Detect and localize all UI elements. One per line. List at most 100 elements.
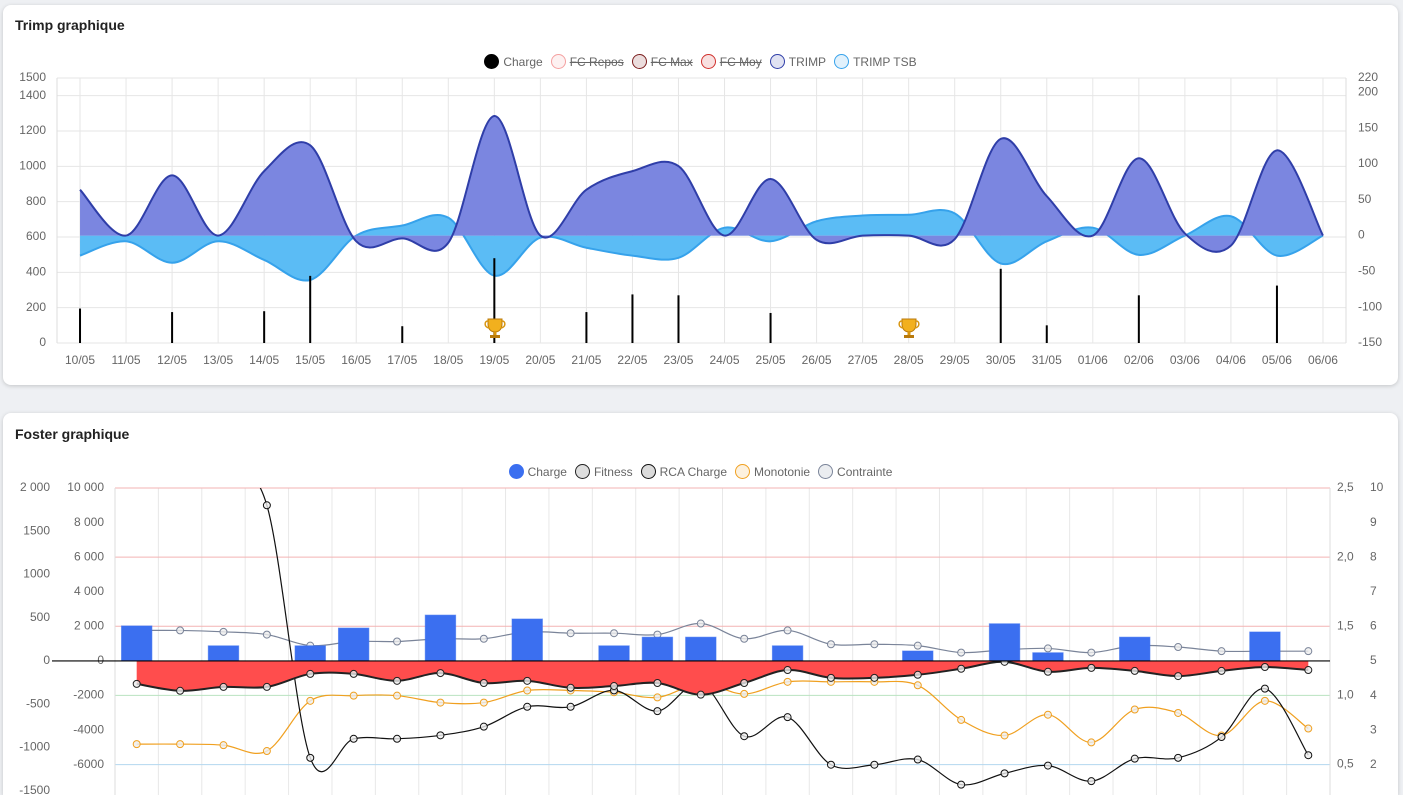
x-tick-label: 12/05 <box>157 353 187 367</box>
point <box>610 682 619 691</box>
legend-label: Charge <box>503 54 543 69</box>
point <box>957 715 966 724</box>
y3-tick-label: 0,5 <box>1337 757 1354 771</box>
bar <box>902 650 934 662</box>
y-tick-label: -500 <box>26 696 50 710</box>
y4-tick-label: 2 <box>1370 757 1377 771</box>
point <box>306 669 315 678</box>
legend-item: TRIMP TSB <box>834 54 917 69</box>
x-tick-label: 20/05 <box>525 353 555 367</box>
bar <box>493 258 496 343</box>
bar <box>294 645 326 662</box>
y4-tick-label: 9 <box>1370 515 1377 529</box>
legend-label: Fitness <box>593 464 633 479</box>
point <box>1304 724 1313 733</box>
point <box>957 780 966 789</box>
legend-item: Fitness <box>574 464 633 479</box>
bar <box>1249 631 1281 662</box>
legend-item: Charge <box>508 464 567 479</box>
x-tick-label: 31/05 <box>1032 353 1062 367</box>
y-tick-label: 0 <box>43 653 50 667</box>
area <box>80 115 1323 252</box>
y2-tick-label: 8 000 <box>74 515 104 529</box>
y3-tick-label: 1,5 <box>1337 618 1354 632</box>
bar <box>769 312 772 343</box>
line <box>136 622 1309 654</box>
bar <box>171 312 174 343</box>
x-tick-label: 04/06 <box>1216 353 1246 367</box>
point <box>957 648 966 657</box>
legend-label: Monotonie <box>754 464 811 479</box>
x-tick-label: 26/05 <box>802 353 832 367</box>
legend-swatch <box>574 464 590 479</box>
legend-item: Monotonie <box>735 464 810 479</box>
y2-tick-label: 10 000 <box>67 480 104 494</box>
point <box>523 702 532 711</box>
legend-swatch <box>769 54 785 69</box>
x-tick-label: 23/05 <box>663 353 693 367</box>
legend-swatch <box>484 54 500 69</box>
point <box>653 707 662 716</box>
point <box>219 682 228 691</box>
trophy-icon <box>484 318 506 338</box>
point <box>436 731 445 740</box>
bar <box>121 625 153 662</box>
point <box>132 679 141 688</box>
bar <box>1032 652 1064 662</box>
bar <box>424 614 457 662</box>
point <box>349 669 358 678</box>
bar <box>511 618 543 662</box>
point <box>826 673 835 682</box>
legend-item: Contrainte <box>818 464 892 479</box>
point <box>1304 666 1313 675</box>
point <box>1043 710 1052 719</box>
point <box>1000 731 1009 740</box>
legend-swatch <box>700 54 716 69</box>
area-line <box>79 114 1324 253</box>
point <box>1087 663 1096 672</box>
point <box>1217 666 1226 675</box>
x-tick-label: 27/05 <box>848 353 878 367</box>
point <box>783 677 792 686</box>
legend-item: FC Moy <box>700 54 762 69</box>
bar <box>207 645 240 662</box>
point <box>1304 751 1313 760</box>
y2-tick-label: 0 <box>97 653 104 667</box>
x-tick-label: 18/05 <box>433 353 463 367</box>
point <box>306 753 315 762</box>
point <box>566 702 575 711</box>
point <box>1130 754 1139 763</box>
y2-tick-label: 6 000 <box>74 549 104 563</box>
point <box>393 637 402 646</box>
y4-tick-label: 7 <box>1370 584 1377 598</box>
point <box>436 669 445 678</box>
point <box>870 673 879 682</box>
x-tick-label: 22/05 <box>617 353 647 367</box>
point <box>219 741 228 750</box>
point <box>393 676 402 685</box>
x-tick-label: 11/05 <box>111 353 140 367</box>
y-tick-label: 0 <box>39 335 46 349</box>
y3-tick-label: 1,0 <box>1337 688 1354 702</box>
y2-tick-label: -150 <box>1358 335 1382 349</box>
y2-tick-label: -4000 <box>73 722 104 736</box>
y2-tick-label: 0 <box>1358 228 1365 242</box>
point <box>262 501 271 510</box>
y-tick-label: 2 000 <box>20 480 50 494</box>
point <box>826 640 835 649</box>
y4-tick-label: 8 <box>1370 549 1377 563</box>
point <box>479 698 488 707</box>
point <box>913 681 922 690</box>
point <box>1130 666 1139 675</box>
bar <box>309 275 312 343</box>
x-tick-label: 16/05 <box>341 353 371 367</box>
point <box>740 732 749 741</box>
series-layer <box>79 114 1324 343</box>
x-tick-label: 29/05 <box>940 353 970 367</box>
bar <box>771 645 804 662</box>
bar <box>685 636 717 662</box>
x-tick-label: 13/05 <box>203 353 233 367</box>
point <box>523 676 532 685</box>
point <box>566 629 575 638</box>
bar <box>677 295 680 343</box>
